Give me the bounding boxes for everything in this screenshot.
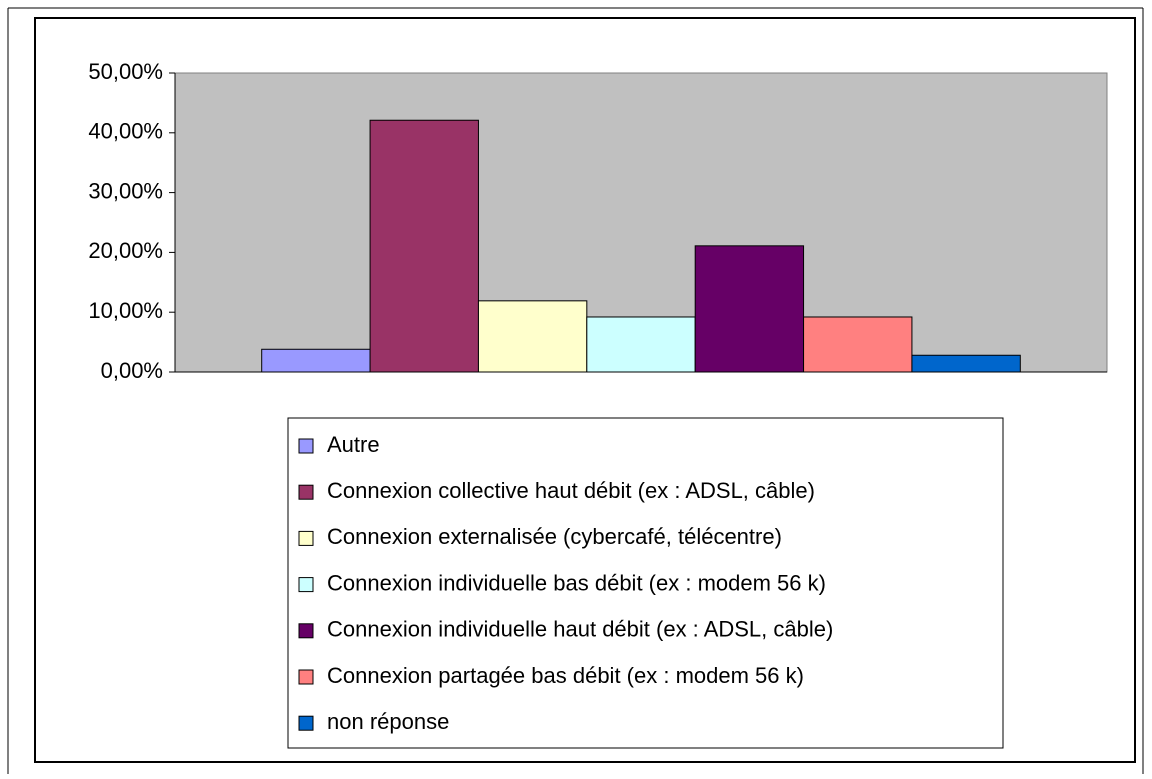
y-tick-label: 30,00% bbox=[88, 178, 163, 203]
bar bbox=[911, 354, 1021, 373]
bar bbox=[369, 119, 479, 373]
legend-swatch bbox=[298, 715, 314, 731]
legend-swatch bbox=[298, 484, 314, 500]
legend-swatch bbox=[298, 438, 314, 454]
legend bbox=[287, 417, 1004, 749]
y-tick-label: 0,00% bbox=[101, 358, 163, 383]
bar bbox=[261, 348, 371, 373]
y-tick-label: 10,00% bbox=[88, 298, 163, 323]
y-tick-label: 40,00% bbox=[88, 119, 163, 144]
legend-label: Connexion externalisée (cybercafé, téléc… bbox=[327, 524, 782, 549]
legend-label: Connexion individuelle haut débit (ex : … bbox=[327, 617, 833, 642]
bar bbox=[803, 316, 913, 373]
legend-swatch bbox=[298, 530, 314, 546]
y-tick-label: 20,00% bbox=[88, 238, 163, 263]
legend-label: Connexion partagée bas débit (ex : modem… bbox=[327, 663, 804, 688]
legend-swatch bbox=[298, 623, 314, 639]
bar bbox=[694, 245, 805, 373]
bar bbox=[477, 300, 588, 373]
y-tick-label: 50,00% bbox=[88, 59, 163, 84]
legend-label: Autre bbox=[327, 432, 380, 457]
legend-label: Connexion collective haut débit (ex : AD… bbox=[327, 478, 815, 503]
legend-swatch bbox=[298, 669, 314, 685]
legend-label: non réponse bbox=[327, 709, 449, 734]
legend-label: Connexion individuelle bas débit (ex : m… bbox=[327, 570, 826, 595]
legend-swatch bbox=[298, 577, 314, 593]
bar bbox=[586, 316, 696, 373]
